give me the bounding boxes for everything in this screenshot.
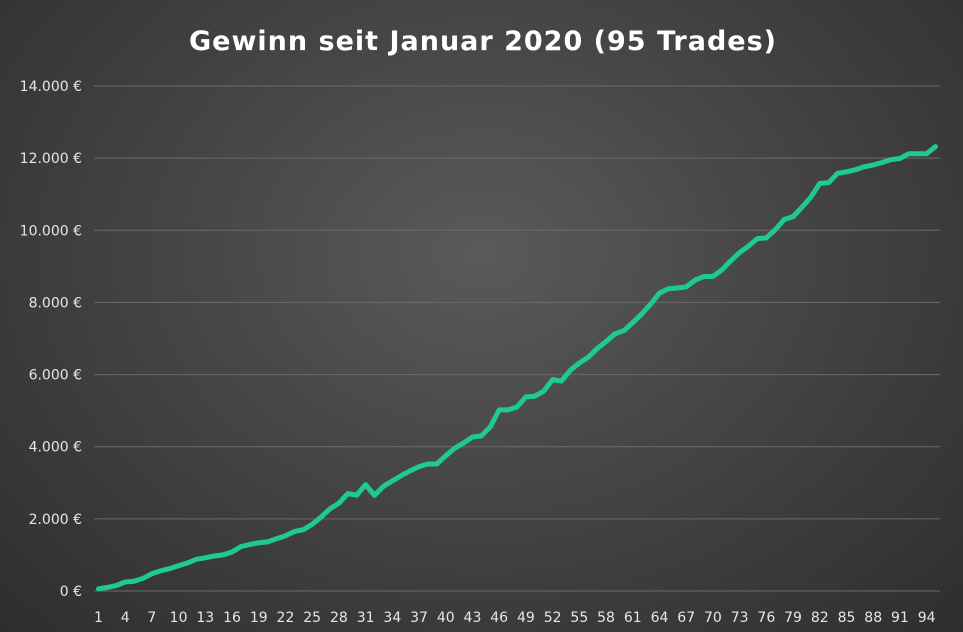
x-tick-label: 1 <box>94 610 103 626</box>
x-tick-label: 55 <box>570 610 588 626</box>
x-tick-label: 19 <box>250 610 268 626</box>
x-tick-label: 73 <box>731 610 749 626</box>
x-tick-label: 22 <box>277 610 295 626</box>
x-tick-label: 67 <box>677 610 695 626</box>
x-tick-label: 7 <box>147 610 156 626</box>
y-tick-label: 10.000 € <box>20 223 82 239</box>
x-tick-label: 40 <box>437 610 455 626</box>
x-tick-label: 52 <box>544 610 562 626</box>
x-tick-label: 70 <box>704 610 722 626</box>
x-tick-label: 91 <box>891 610 909 626</box>
x-tick-label: 46 <box>490 610 508 626</box>
x-axis-ticks: 1 4 7 10 13 16 19 22 25 28 31 34 37 40 43 46 49 52 55 58 61 6… <box>94 610 936 626</box>
x-tick-label: 31 <box>357 610 375 626</box>
x-tick-label: 25 <box>303 610 321 626</box>
y-tick-label: 4.000 € <box>29 440 82 456</box>
x-tick-label: 37 <box>410 610 428 626</box>
x-tick-label: 16 <box>223 610 241 626</box>
x-tick-label: 82 <box>811 610 829 626</box>
x-tick-label: 10 <box>170 610 188 626</box>
x-tick-label: 61 <box>624 610 642 626</box>
y-axis-ticks: 0 € 2.000 € 4.000 € 6.000 € 8.000 € 10.000 € 1… <box>20 79 82 600</box>
series <box>96 144 938 592</box>
x-tick-label: 94 <box>918 610 936 626</box>
y-tick-label: 0 € <box>60 584 82 600</box>
series-line <box>96 144 938 592</box>
x-tick-label: 49 <box>517 610 535 626</box>
x-tick-label: 58 <box>597 610 615 626</box>
x-tick-label: 85 <box>838 610 856 626</box>
x-tick-label: 43 <box>464 610 482 626</box>
y-tick-label: 8.000 € <box>29 295 82 311</box>
x-tick-label: 28 <box>330 610 348 626</box>
gridlines <box>94 85 940 592</box>
x-tick-label: 13 <box>196 610 214 626</box>
x-tick-label: 64 <box>651 610 669 626</box>
x-tick-label: 79 <box>784 610 802 626</box>
x-tick-label: 34 <box>383 610 401 626</box>
x-tick-label: 88 <box>864 610 882 626</box>
x-tick-label: 76 <box>757 610 775 626</box>
y-tick-label: 6.000 € <box>29 368 82 384</box>
y-tick-label: 2.000 € <box>29 512 82 528</box>
x-tick-label: 4 <box>121 610 130 626</box>
y-tick-label: 14.000 € <box>20 79 82 95</box>
chart-title: Gewinn seit Januar 2020 (95 Trades) <box>189 26 777 57</box>
y-tick-label: 12.000 € <box>20 151 82 167</box>
